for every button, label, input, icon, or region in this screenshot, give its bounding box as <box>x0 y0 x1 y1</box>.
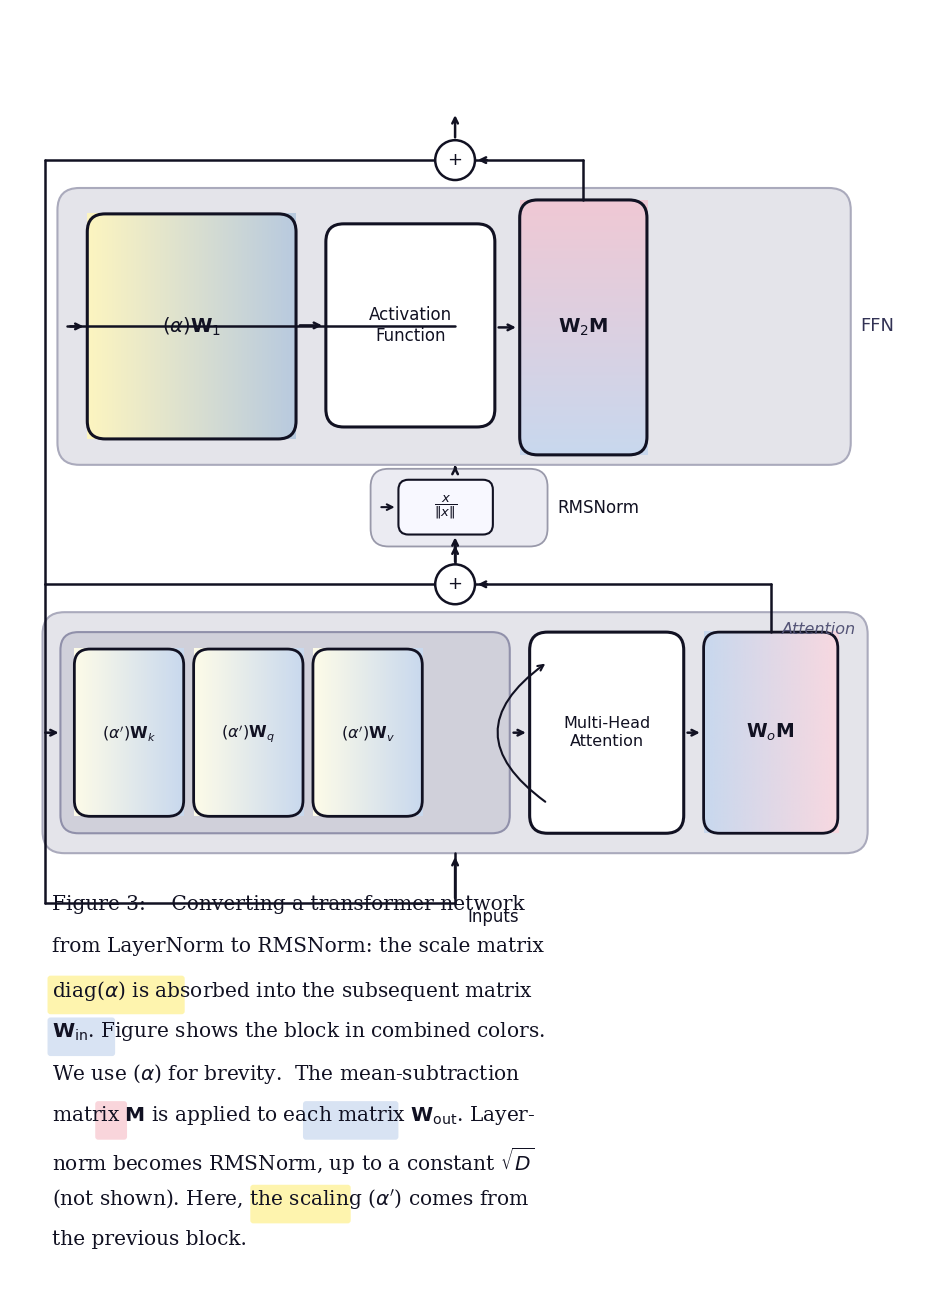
FancyBboxPatch shape <box>47 975 184 1015</box>
Text: $(\alpha)$W$_1$: $(\alpha)$W$_1$ <box>162 316 221 338</box>
Text: the previous block.: the previous block. <box>53 1229 247 1249</box>
FancyBboxPatch shape <box>42 612 868 853</box>
Text: Multi-Head
Attention: Multi-Head Attention <box>563 716 650 749</box>
FancyBboxPatch shape <box>398 480 493 534</box>
Text: $\dfrac{x}{\|x\|}$: $\dfrac{x}{\|x\|}$ <box>434 494 457 521</box>
Text: Figure 3:    Converting a transformer network: Figure 3: Converting a transformer netwo… <box>53 895 525 915</box>
FancyBboxPatch shape <box>530 632 684 833</box>
Text: RMSNorm: RMSNorm <box>557 499 640 517</box>
Circle shape <box>435 565 475 604</box>
Text: $\mathbf{W}_{\mathrm{in}}$. Figure shows the block in combined colors.: $\mathbf{W}_{\mathrm{in}}$. Figure shows… <box>53 1020 546 1044</box>
FancyBboxPatch shape <box>303 1101 398 1140</box>
Text: +: + <box>448 151 463 170</box>
Text: from LayerNorm to RMSNorm: the scale matrix: from LayerNorm to RMSNorm: the scale mat… <box>53 937 544 955</box>
FancyBboxPatch shape <box>326 224 495 426</box>
Circle shape <box>435 141 475 180</box>
Text: (not shown). Here, the scaling ($\alpha'$) comes from: (not shown). Here, the scaling ($\alpha'… <box>53 1188 530 1212</box>
Text: $(\alpha')$W$_v$: $(\alpha')$W$_v$ <box>341 722 394 742</box>
Text: FFN: FFN <box>861 317 895 336</box>
Text: +: + <box>448 575 463 594</box>
Text: Attention: Attention <box>782 622 855 637</box>
Text: $(\alpha')$W$_k$: $(\alpha')$W$_k$ <box>102 722 156 742</box>
Text: norm becomes RMSNorm, up to a constant $\sqrt{D}$: norm becomes RMSNorm, up to a constant $… <box>53 1146 534 1177</box>
FancyBboxPatch shape <box>371 468 548 546</box>
FancyBboxPatch shape <box>95 1101 127 1140</box>
Text: matrix $\mathbf{M}$ is applied to each matrix $\mathbf{W}_{\mathrm{out}}$. Layer: matrix $\mathbf{M}$ is applied to each m… <box>53 1104 536 1126</box>
Text: We use ($\alpha$) for brevity.  The mean-subtraction: We use ($\alpha$) for brevity. The mean-… <box>53 1062 520 1086</box>
FancyBboxPatch shape <box>47 1017 115 1055</box>
FancyBboxPatch shape <box>57 188 851 465</box>
Text: $(\alpha')$W$_q$: $(\alpha')$W$_q$ <box>221 721 275 744</box>
Text: diag($\alpha$) is absorbed into the subsequent matrix: diag($\alpha$) is absorbed into the subs… <box>53 979 534 1003</box>
Text: Activation
Function: Activation Function <box>369 307 452 345</box>
Text: Inputs: Inputs <box>467 908 518 926</box>
Text: W$_o$M: W$_o$M <box>746 722 795 744</box>
FancyBboxPatch shape <box>250 1184 351 1224</box>
Text: W$_2$M: W$_2$M <box>558 317 609 338</box>
FancyBboxPatch shape <box>60 632 510 833</box>
